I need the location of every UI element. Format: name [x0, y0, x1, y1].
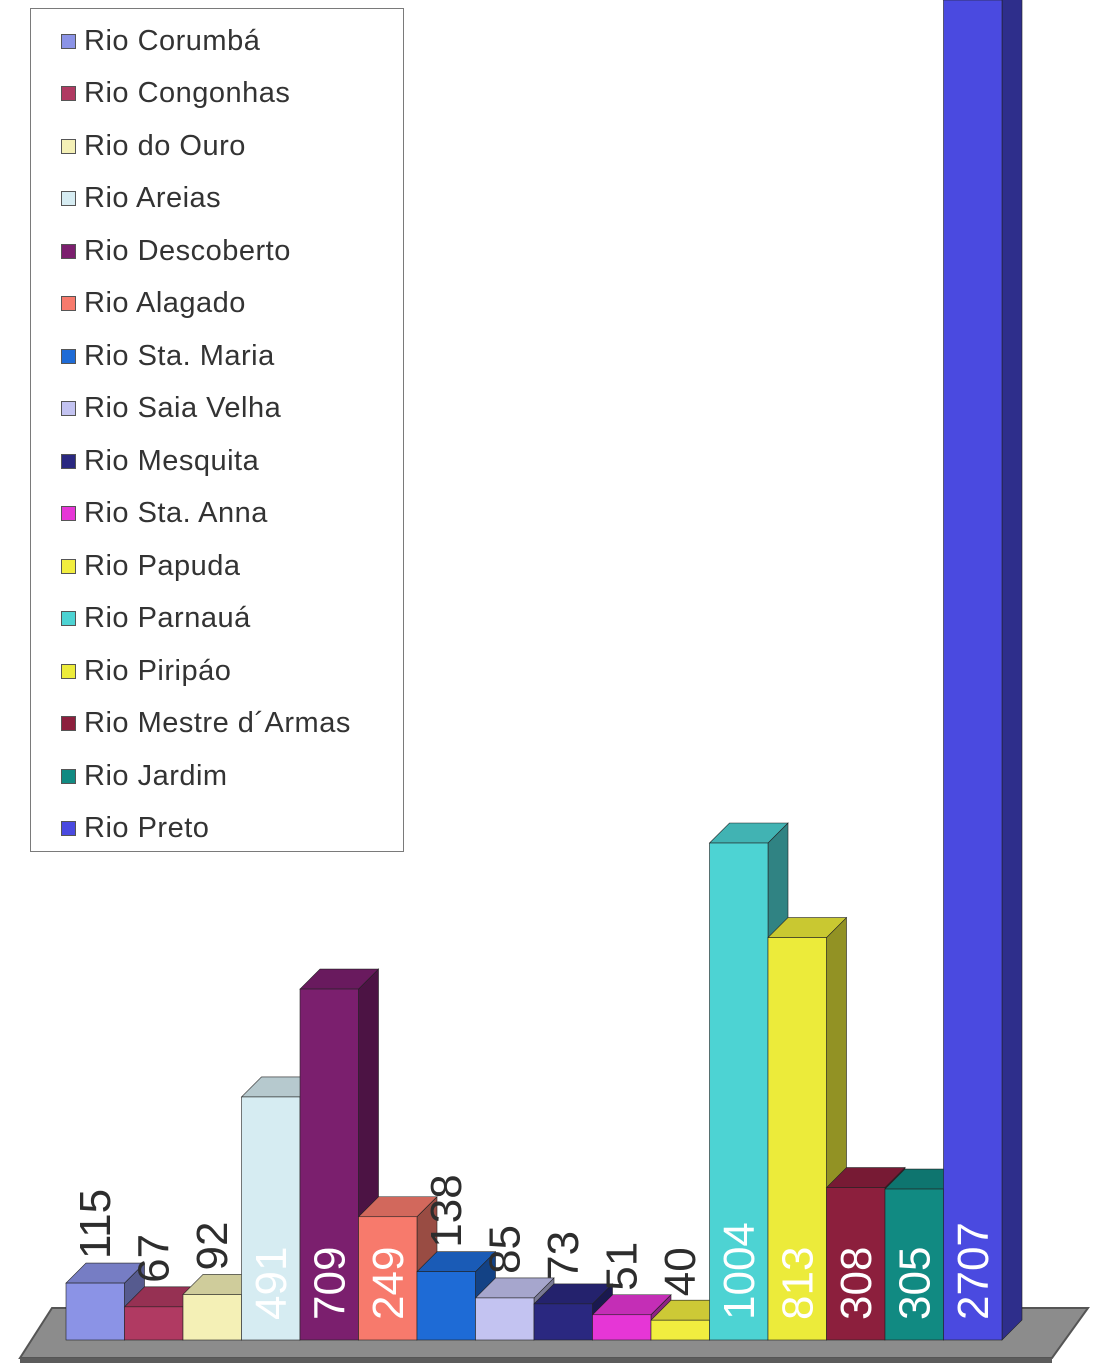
legend-label: Rio Saia Velha	[84, 392, 282, 424]
legend-swatch	[61, 663, 76, 679]
bar-front-face	[241, 1096, 301, 1341]
legend-item-rio-papuda: Rio Papuda	[61, 546, 241, 586]
value-label-rio-areias: 491	[247, 1247, 296, 1320]
legend-item-rio-areias: Rio Areias	[61, 179, 221, 219]
value-label-rio-mesquita: 73	[539, 1231, 588, 1280]
value-label-rio-do-ouro: 92	[188, 1222, 237, 1271]
legend-label: Rio Preto	[84, 812, 210, 844]
legend-item-rio-mestre-d-armas: Rio Mestre d´Armas	[61, 704, 351, 744]
legend-item-rio-sta-anna: Rio Sta. Anna	[61, 494, 268, 534]
legend-swatch	[61, 506, 76, 521]
legend-swatch	[61, 611, 76, 626]
value-label-rio-sta-maria: 138	[422, 1174, 471, 1247]
bar-front-face	[182, 1294, 242, 1341]
legend-label: Rio Sta. Anna	[84, 497, 268, 529]
legend-swatch	[61, 348, 76, 364]
legend-item-rio-do-ouro: Rio do Ouro	[61, 126, 246, 166]
legend-swatch	[61, 138, 76, 154]
legend-swatch	[61, 453, 76, 469]
legend-label: Rio Mesquita	[84, 444, 260, 477]
bar-rio-preto	[942, 0, 1023, 1341]
bar-front-face	[592, 1314, 652, 1341]
legend-swatch	[61, 243, 76, 259]
legend-item-rio-mesquita: Rio Mesquita	[61, 441, 259, 481]
bar-front-face	[650, 1319, 710, 1341]
legend-item-rio-alagado: Rio Alagado	[61, 284, 246, 324]
bar-front-face	[533, 1303, 593, 1341]
bar-front-face	[826, 1187, 886, 1341]
bar-side-face	[1001, 0, 1023, 1341]
legend-label: Rio Congonhas	[84, 77, 291, 109]
legend-label: Rio Parnauá	[84, 602, 251, 634]
value-label-rio-parnaua: 1004	[715, 1222, 764, 1320]
legend-item-rio-corumba: Rio Corumbá	[61, 21, 260, 61]
bar-front-face	[299, 988, 359, 1341]
legend-label: Rio Descoberto	[84, 234, 291, 267]
bars-group	[65, 0, 1023, 1341]
value-label-rio-alagado: 249	[364, 1247, 413, 1320]
legend-item-rio-parnaua: Rio Parnauá	[61, 599, 251, 639]
legend-label: Rio Jardim	[84, 759, 228, 792]
legend-label: Rio Mestre d´Armas	[84, 707, 351, 739]
value-label-rio-piripao: 813	[773, 1247, 822, 1320]
legend-label: Rio Papuda	[84, 549, 241, 582]
legend-label: Rio do Ouro	[84, 129, 246, 162]
legend-label: Rio Piripáo	[84, 654, 232, 687]
legend-swatch	[61, 296, 76, 311]
legend-label: Rio Sta. Maria	[84, 339, 275, 372]
legend-item-rio-sta-maria: Rio Sta. Maria	[61, 336, 275, 376]
legend-swatch	[61, 558, 76, 574]
legend-item-rio-descoberto: Rio Descoberto	[61, 231, 291, 271]
value-label-rio-jardim: 305	[890, 1247, 939, 1320]
legend-item-rio-jardim: Rio Jardim	[61, 756, 228, 796]
value-label-rio-corumba: 115	[71, 1189, 120, 1259]
bar-front-face	[767, 937, 827, 1341]
chart-legend: Rio Corumbá Rio Congonhas Rio do Ouro Rio A…	[30, 8, 404, 852]
legend-item-rio-congonhas: Rio Congonhas	[61, 74, 290, 114]
legend-label: Rio Corumbá	[84, 24, 261, 57]
value-label-rio-sta-anna: 51	[598, 1242, 647, 1291]
value-label-rio-papuda: 40	[656, 1247, 705, 1296]
legend-swatch	[61, 768, 76, 784]
bar-front-face	[416, 1271, 476, 1341]
legend-item-rio-piripao: Rio Piripáo	[61, 651, 231, 691]
bar-front-face	[65, 1282, 125, 1341]
value-label-rio-preto: 2707	[949, 1222, 998, 1320]
legend-swatch	[61, 86, 76, 101]
bar-front-face	[475, 1297, 535, 1341]
bar-front-face	[709, 842, 769, 1341]
legend-swatch	[61, 821, 76, 836]
legend-item-rio-preto: Rio Preto	[61, 809, 209, 849]
legend-swatch	[61, 191, 76, 206]
value-label-rio-descoberto: 709	[305, 1247, 354, 1320]
bar-front-face	[943, 0, 1003, 1341]
legend-label: Rio Alagado	[84, 287, 246, 319]
bar-front-face	[884, 1188, 944, 1341]
floor-edge	[20, 1358, 1052, 1363]
legend-label: Rio Areias	[84, 182, 222, 214]
bar-front-face	[124, 1306, 184, 1341]
bar-front-face	[358, 1216, 418, 1341]
value-label-rio-congonhas: 67	[130, 1234, 179, 1283]
legend-item-rio-saia-velha: Rio Saia Velha	[61, 389, 281, 429]
legend-swatch	[61, 716, 76, 731]
legend-swatch	[61, 33, 76, 49]
value-label-rio-saia-velha: 85	[481, 1225, 530, 1274]
value-label-rio-mestre-d-armas: 308	[832, 1247, 881, 1320]
legend-swatch	[61, 401, 76, 416]
